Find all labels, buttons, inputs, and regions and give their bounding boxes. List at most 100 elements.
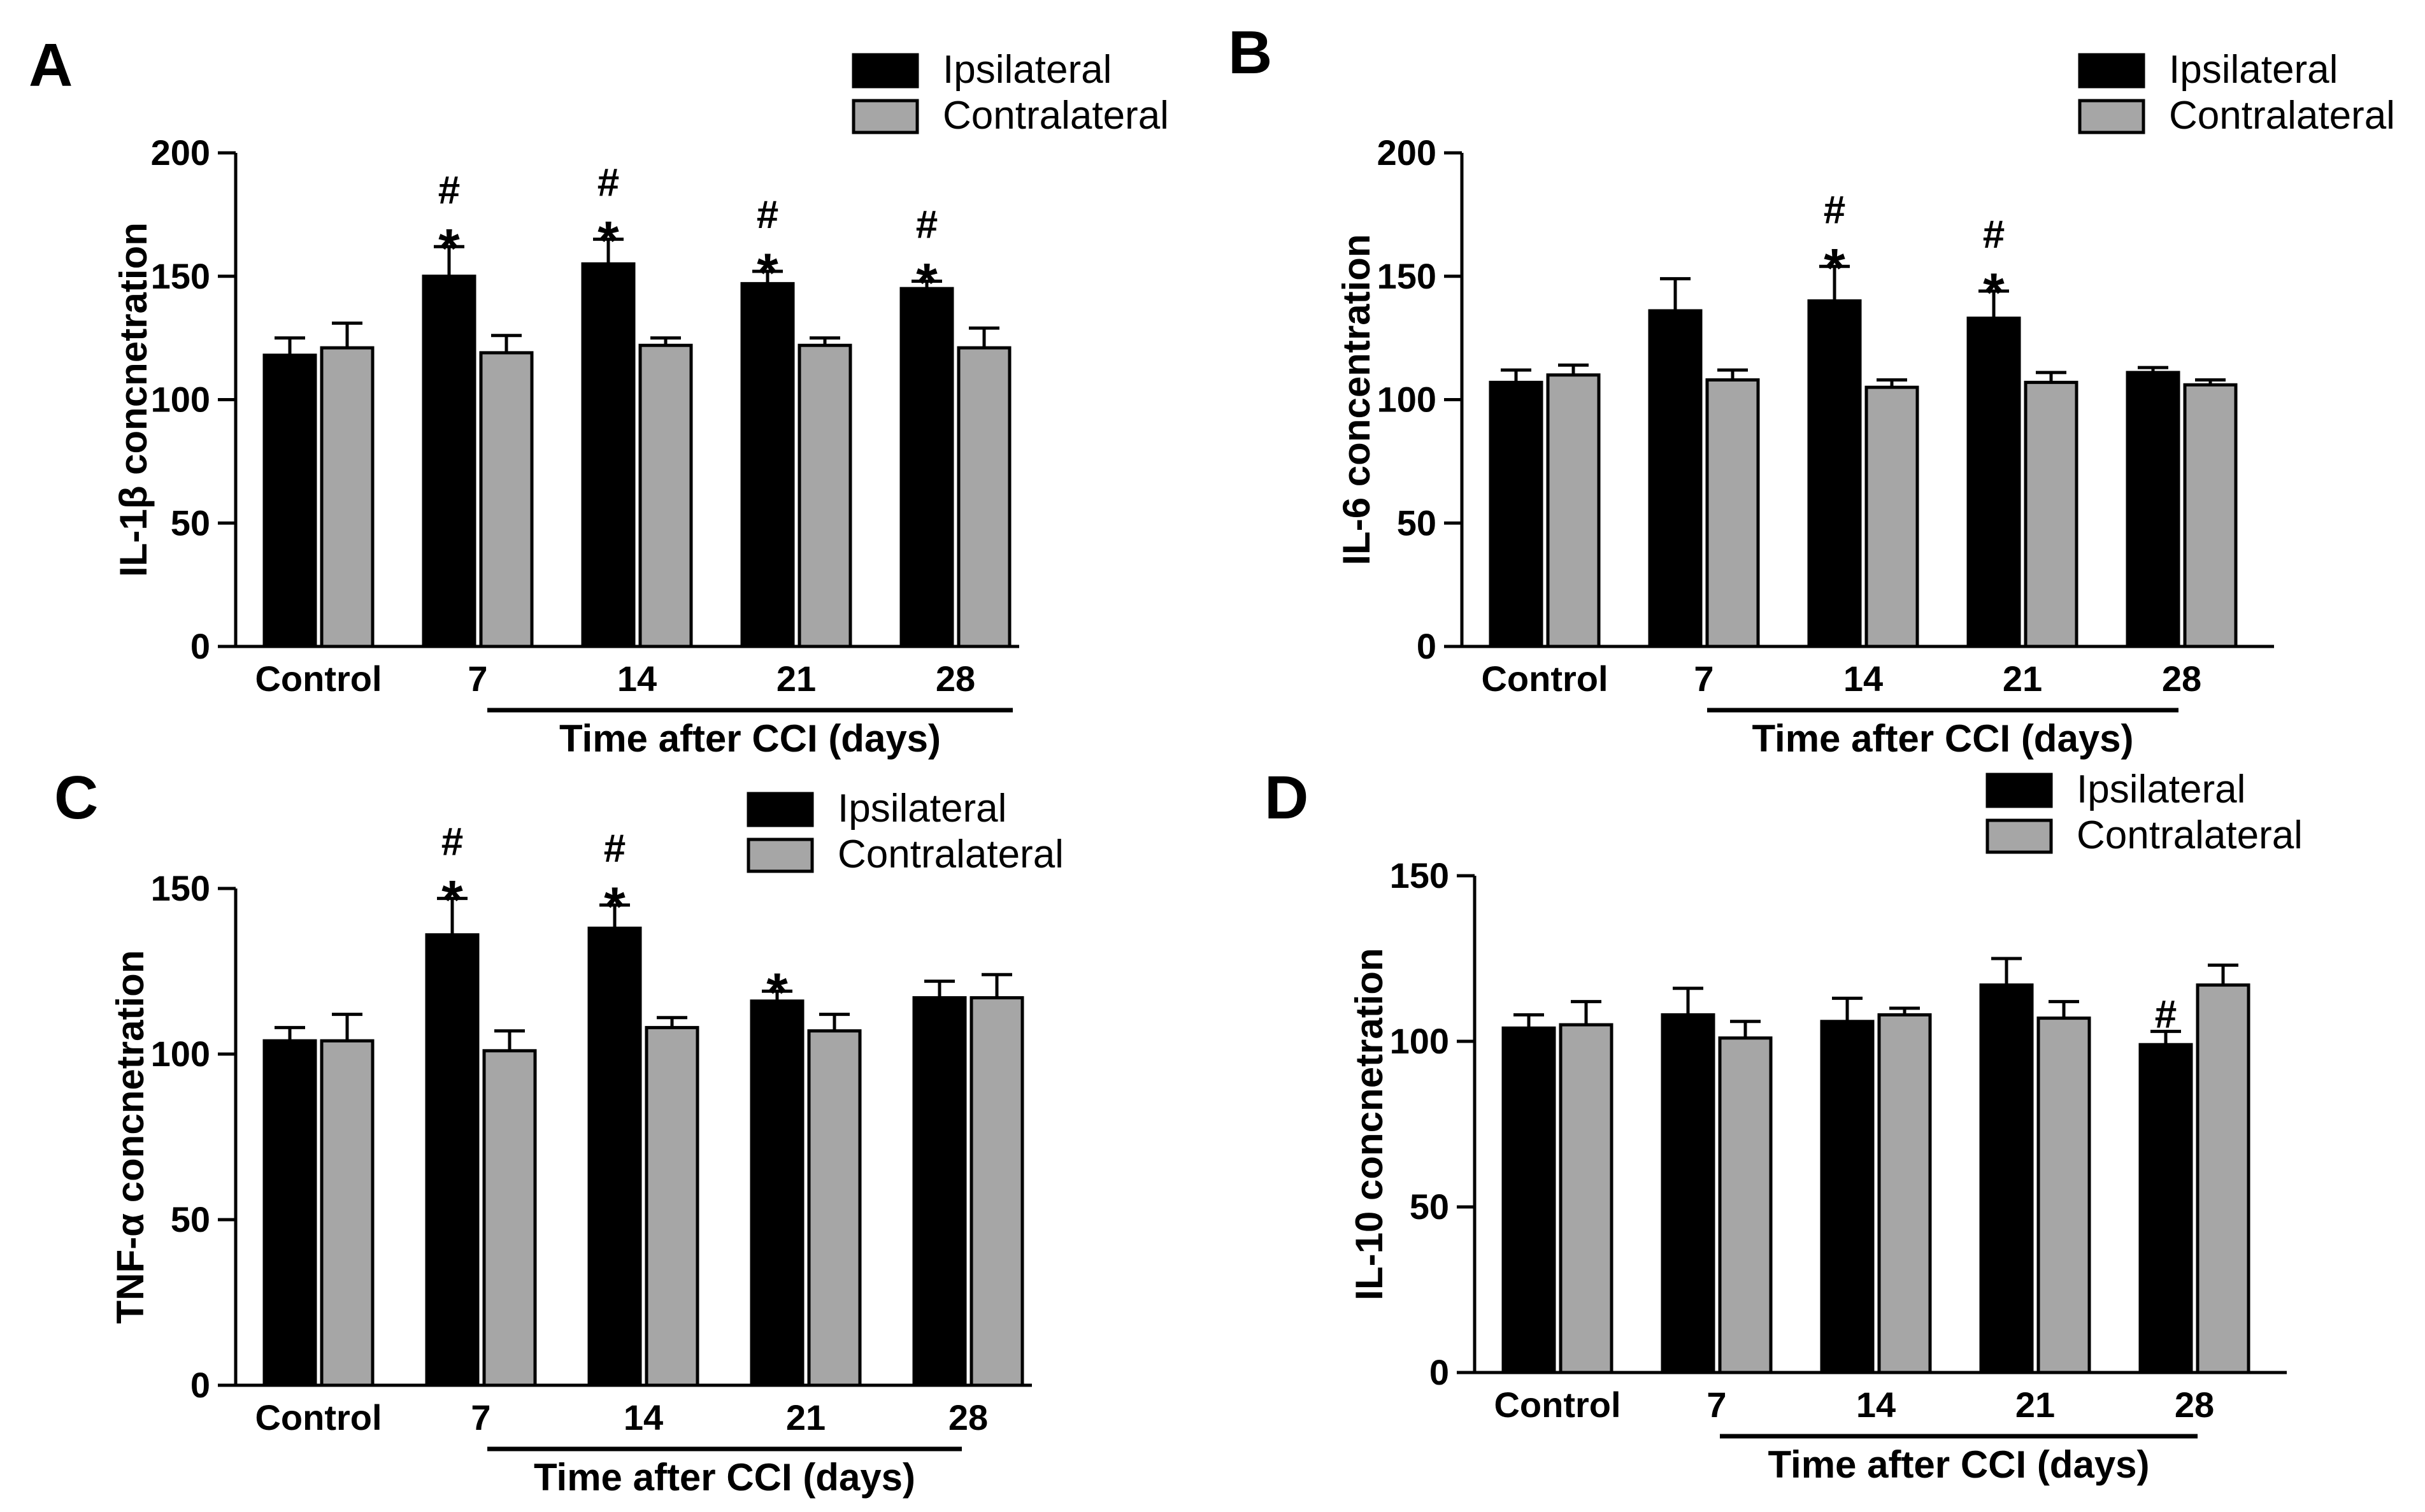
y-axis-title: IL-10 concnetration — [1348, 948, 1391, 1300]
significance-star: * — [916, 253, 938, 314]
y-axis-title: IL-6 concentration — [1335, 234, 1378, 565]
bar-contralateral — [320, 346, 375, 648]
legend-label: Ipsilateral — [943, 48, 1112, 92]
x-tick-label: 21 — [786, 1397, 826, 1437]
bar-ipsilateral — [581, 262, 636, 648]
legend-label: Ipsilateral — [2077, 767, 2245, 811]
x-axis-title: Time after CCI (days) — [1768, 1443, 2149, 1486]
bar-contralateral — [1864, 385, 1919, 648]
bar-contralateral — [2183, 383, 2238, 648]
bar-ipsilateral — [912, 996, 967, 1387]
y-tick-label: 0 — [1417, 626, 1436, 666]
x-tick-label: 7 — [1694, 659, 1713, 699]
bar-ipsilateral — [1661, 1013, 1715, 1374]
bar-ipsilateral — [1807, 299, 1862, 648]
significance-star: * — [757, 243, 778, 304]
y-axis-title: IL-1β concnetration — [112, 222, 155, 577]
bar-contralateral — [638, 343, 693, 648]
legend-label: Ipsilateral — [838, 787, 1006, 831]
bar-contralateral — [1546, 373, 1601, 648]
bar-ipsilateral — [2126, 371, 2180, 648]
significance-hash: # — [597, 161, 619, 205]
y-tick-label: 100 — [1390, 1021, 1449, 1061]
bar-contralateral — [320, 1039, 375, 1387]
y-tick-label: 100 — [151, 380, 210, 420]
significance-hash: # — [438, 168, 460, 212]
bar-ipsilateral — [2138, 1043, 2193, 1374]
x-axis-title: Time after CCI (days) — [559, 717, 941, 760]
y-tick-label: 150 — [1377, 256, 1436, 296]
y-tick-label: 50 — [1410, 1187, 1449, 1227]
panel-letter: A — [29, 31, 73, 99]
y-axis-title: TNF-α concnetration — [109, 950, 152, 1324]
x-tick-label: Control — [1494, 1385, 1620, 1425]
y-tick-label: 100 — [151, 1034, 210, 1074]
x-tick-label: 7 — [471, 1397, 490, 1437]
bar-ipsilateral — [1979, 983, 2034, 1374]
panel-c: C 0 50 100 150 TNF-α concnetration Control 7 14 2… — [54, 764, 1064, 1499]
bar-contralateral — [2036, 1016, 2091, 1374]
panel-d: D 0 50 100 150 IL-10 concnetration Control 7 14 2… — [1264, 764, 2303, 1486]
bar-ipsilateral — [1648, 309, 1703, 648]
legend-label: Contralateral — [943, 94, 1169, 138]
significance-hash: # — [757, 193, 778, 237]
x-tick-label: 7 — [1706, 1385, 1726, 1425]
bar-contralateral — [2024, 380, 2078, 648]
significance-hash: # — [916, 203, 938, 247]
significance-hash: # — [441, 820, 463, 864]
bar-ipsilateral — [899, 287, 954, 648]
y-tick-label: 0 — [190, 626, 210, 666]
bar-contralateral — [807, 1029, 862, 1387]
bar-ipsilateral — [587, 926, 642, 1387]
x-tick-label: 14 — [617, 659, 657, 699]
significance-star: * — [1983, 262, 2005, 324]
panel-a: A 0 50 100 150 200 IL-1β concnetration Control 7… — [29, 31, 1169, 760]
bar-ipsilateral — [1966, 317, 2021, 648]
bar-ipsilateral — [1501, 1026, 1556, 1374]
significance-star: * — [1824, 238, 1845, 299]
panel-b: B 0 50 100 150 200 IL-6 concentration Control 7 1… — [1228, 18, 2395, 760]
x-tick-label: 28 — [936, 659, 975, 699]
bar-ipsilateral — [740, 282, 795, 648]
legend-label: Contralateral — [838, 832, 1064, 876]
bar-contralateral — [798, 343, 852, 648]
x-tick-label: Control — [1481, 659, 1608, 699]
legend-swatch — [852, 99, 919, 134]
bar-contralateral — [1877, 1013, 1932, 1374]
legend-label: Contralateral — [2077, 813, 2303, 857]
y-tick-label: 200 — [151, 132, 210, 173]
panel-letter: D — [1264, 764, 1308, 832]
x-tick-label: 7 — [468, 659, 487, 699]
bar-ipsilateral — [422, 275, 476, 648]
significance-hash: # — [2155, 992, 2177, 1036]
legend-swatch — [1985, 773, 2053, 808]
bar-contralateral — [957, 346, 1012, 648]
bar-contralateral — [1705, 378, 1760, 648]
y-tick-label: 50 — [1397, 503, 1436, 543]
significance-hash: # — [1983, 213, 2005, 257]
bar-ipsilateral — [1489, 380, 1543, 648]
x-axis-title: Time after CCI (days) — [534, 1456, 915, 1499]
x-tick-label: Control — [255, 1397, 382, 1437]
bar-ipsilateral — [425, 933, 480, 1387]
y-tick-label: 150 — [151, 868, 210, 908]
legend-swatch — [2078, 53, 2145, 89]
significance-star: * — [766, 962, 788, 1023]
y-tick-label: 50 — [171, 503, 210, 543]
legend-label: Ipsilateral — [2169, 48, 2338, 92]
legend-swatch — [747, 838, 814, 873]
bar-ipsilateral — [1820, 1020, 1875, 1374]
legend-swatch — [852, 53, 919, 89]
significance-star: * — [438, 218, 460, 279]
legend-swatch — [2078, 99, 2145, 134]
bar-ipsilateral — [262, 1039, 317, 1387]
x-tick-label: 28 — [2175, 1385, 2214, 1425]
x-tick-label: 14 — [1843, 659, 1883, 699]
bar-ipsilateral — [262, 353, 317, 648]
y-tick-label: 150 — [151, 256, 210, 296]
y-tick-label: 0 — [1429, 1352, 1449, 1392]
bar-contralateral — [479, 351, 534, 648]
bar-contralateral — [2196, 983, 2250, 1374]
x-tick-label: 21 — [2003, 659, 2042, 699]
x-tick-label: 14 — [624, 1397, 663, 1437]
